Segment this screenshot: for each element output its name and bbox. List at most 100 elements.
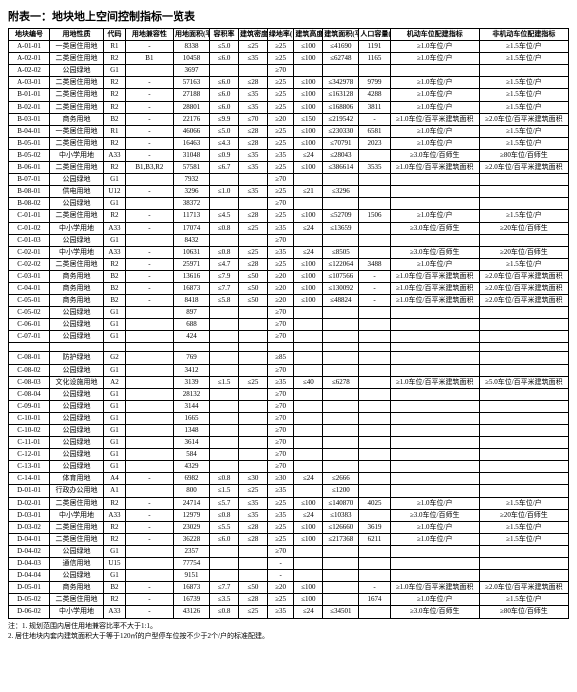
- table-cell: [125, 364, 173, 376]
- table-cell: ≤40: [294, 376, 323, 388]
- table-cell: ≥1.0车位/户: [390, 521, 479, 533]
- table-cell: [294, 558, 323, 570]
- table-cell: 8432: [173, 234, 209, 246]
- table-cell: ≥35: [267, 509, 293, 521]
- table-cell: 3811: [359, 101, 390, 113]
- table-row: B-06-01二类居住用地R2B1,B3,R257581≤6.7≤35≥25≤1…: [9, 162, 569, 174]
- table-cell: ≤35: [238, 53, 267, 65]
- table-cell: A33: [104, 509, 126, 521]
- table-cell: 二类居住用地: [49, 210, 103, 222]
- col-header: 地块编号: [9, 29, 50, 41]
- table-cell: ≤13659: [323, 222, 359, 234]
- table-cell: ≥25: [267, 77, 293, 89]
- table-cell: [479, 412, 568, 424]
- table-cell: 3619: [359, 521, 390, 533]
- table-cell: ≤4.5: [210, 210, 239, 222]
- table-cell: ≥1.0车位/户: [390, 594, 479, 606]
- table-cell: ≥25: [267, 53, 293, 65]
- table-cell: [238, 437, 267, 449]
- table-cell: [125, 425, 173, 437]
- table-cell: ≥1.0车位/户: [390, 497, 479, 509]
- table-cell: ≥20车位/百师生: [479, 246, 568, 258]
- table-cell: D-04-03: [9, 558, 50, 570]
- table-cell: 57581: [173, 162, 209, 174]
- table-cell: ≥1.5车位/户: [479, 137, 568, 149]
- table-cell: ≥1.5车位/户: [479, 594, 568, 606]
- table-cell: -: [125, 137, 173, 149]
- table-cell: ≤5.0: [210, 41, 239, 53]
- table-cell: 6211: [359, 533, 390, 545]
- table-row: B-02-01二类居住用地R2-28801≤6.0≤35≥25≤100≤1688…: [9, 101, 569, 113]
- table-cell: ≥5.0车位/百平米建筑面积: [479, 376, 568, 388]
- table-cell: ≤100: [294, 101, 323, 113]
- table-row: B-08-02公园绿地G138372≥70: [9, 198, 569, 210]
- table-cell: [359, 234, 390, 246]
- table-cell: ≥1.0车位/百平米建筑面积: [390, 162, 479, 174]
- table-cell: ≤386614: [323, 162, 359, 174]
- table-cell: [238, 174, 267, 186]
- table-cell: [125, 412, 173, 424]
- table-cell: ≤100: [294, 270, 323, 282]
- table-cell: B2: [104, 582, 126, 594]
- table-cell: 二类居住用地: [49, 77, 103, 89]
- table-cell: [294, 412, 323, 424]
- table-cell: ≤30: [238, 473, 267, 485]
- table-cell: ≤70: [238, 113, 267, 125]
- table-cell: ≥20: [267, 282, 293, 294]
- table-cell: 供电用地: [49, 186, 103, 198]
- table-row: C-08-04公园绿地G128132≥70: [9, 388, 569, 400]
- table-cell: [210, 425, 239, 437]
- table-cell: ≥70: [267, 388, 293, 400]
- table-cell: ≤1.5: [210, 485, 239, 497]
- table-cell: 16739: [173, 594, 209, 606]
- table-cell: [359, 412, 390, 424]
- col-header: 机动车位配建指标: [390, 29, 479, 41]
- table-cell: [294, 364, 323, 376]
- table-cell: -: [125, 258, 173, 270]
- table-cell: ≤28: [238, 521, 267, 533]
- table-cell: -: [125, 186, 173, 198]
- table-cell: ≤25: [238, 41, 267, 53]
- table-cell: [479, 174, 568, 186]
- table-cell: [238, 234, 267, 246]
- table-cell: [390, 437, 479, 449]
- table-cell: G1: [104, 234, 126, 246]
- table-cell: [238, 412, 267, 424]
- table-cell: [323, 558, 359, 570]
- table-cell: -: [125, 149, 173, 161]
- col-header: 建筑面积(平方米): [323, 29, 359, 41]
- table-cell: ≤0.8: [210, 246, 239, 258]
- table-cell: ≤35: [238, 509, 267, 521]
- table-cell: [323, 364, 359, 376]
- table-cell: G1: [104, 307, 126, 319]
- table-cell: ≤34501: [323, 606, 359, 618]
- table-cell: ≤100: [294, 295, 323, 307]
- table-cell: 2023: [359, 137, 390, 149]
- table-cell: ≥2.0车位/百平米建筑面积: [479, 295, 568, 307]
- table-cell: 4288: [359, 89, 390, 101]
- table-cell: D-03-01: [9, 509, 50, 521]
- table-cell: C-14-01: [9, 473, 50, 485]
- table-cell: 公园绿地: [49, 307, 103, 319]
- table-cell: 9151: [173, 570, 209, 582]
- table-cell: [125, 485, 173, 497]
- table-cell: 16873: [173, 282, 209, 294]
- table-cell: ≥20车位/百师生: [479, 222, 568, 234]
- table-cell: R2: [104, 101, 126, 113]
- table-cell: -: [125, 473, 173, 485]
- table-cell: B1: [125, 53, 173, 65]
- table-cell: ≤2666: [323, 473, 359, 485]
- table-cell: [125, 198, 173, 210]
- table-cell: ≥1.5车位/户: [479, 77, 568, 89]
- table-cell: ≤5.0: [210, 125, 239, 137]
- table-cell: [294, 461, 323, 473]
- table-cell: [294, 174, 323, 186]
- table-cell: [359, 473, 390, 485]
- table-cell: 二类居住用地: [49, 101, 103, 113]
- table-cell: G2: [104, 352, 126, 364]
- table-cell: A33: [104, 222, 126, 234]
- table-cell: [125, 461, 173, 473]
- table-cell: [390, 449, 479, 461]
- table-cell: [210, 388, 239, 400]
- table-cell: ≥25: [267, 89, 293, 101]
